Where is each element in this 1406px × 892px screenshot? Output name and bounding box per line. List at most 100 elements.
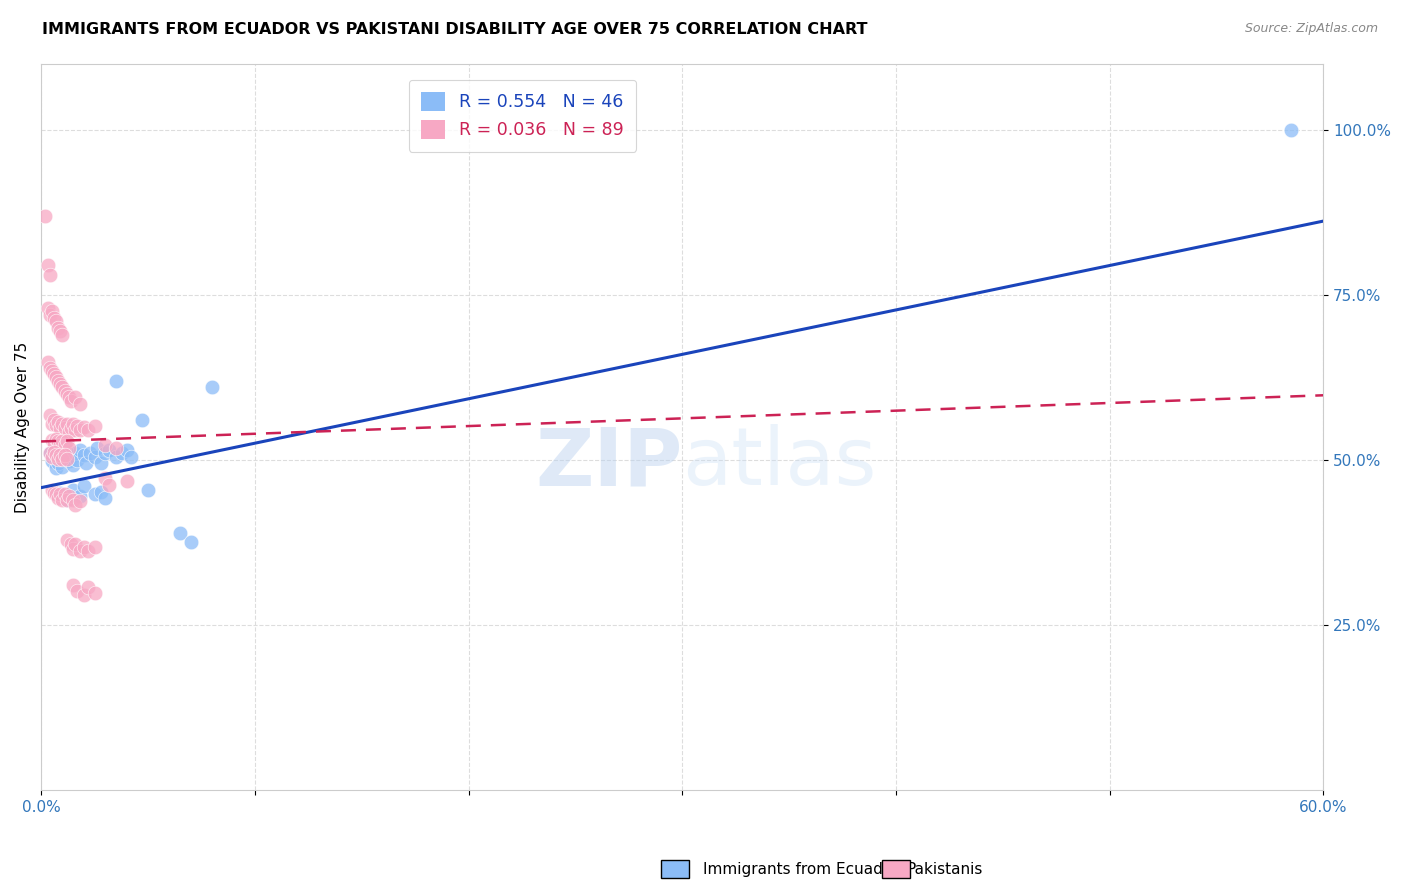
Point	[131, 413, 153, 427]
Point	[51, 459, 73, 474]
Point	[53, 421, 76, 435]
Point	[94, 491, 117, 506]
Point	[45, 461, 67, 475]
Point	[51, 417, 73, 431]
Point	[49, 421, 72, 435]
Point	[55, 417, 77, 431]
Point	[83, 586, 105, 600]
Point	[58, 425, 80, 440]
Point	[51, 453, 73, 467]
Point	[115, 443, 138, 458]
Point	[55, 533, 77, 548]
Point	[41, 417, 63, 431]
Point	[65, 498, 87, 512]
Point	[46, 451, 69, 466]
Point	[49, 324, 72, 338]
Point	[90, 484, 112, 499]
Point	[73, 448, 96, 462]
Point	[86, 441, 108, 455]
Point	[201, 380, 224, 394]
Point	[42, 311, 65, 326]
Point	[55, 443, 77, 458]
Point	[104, 441, 127, 455]
Point	[58, 441, 80, 455]
Point	[49, 448, 72, 462]
Point	[62, 578, 84, 592]
Point	[58, 489, 80, 503]
Point	[46, 374, 69, 388]
Point	[37, 258, 59, 272]
Point	[62, 483, 84, 497]
Text: Pakistanis: Pakistanis	[907, 863, 983, 877]
Point	[37, 301, 59, 315]
Point	[120, 450, 142, 464]
Point	[69, 544, 91, 558]
Point	[180, 535, 202, 549]
Point	[53, 438, 76, 452]
Point	[38, 408, 60, 422]
Point	[45, 487, 67, 501]
Point	[136, 483, 159, 497]
Point	[41, 304, 63, 318]
Text: Source: ZipAtlas.com: Source: ZipAtlas.com	[1244, 22, 1378, 36]
Point	[60, 450, 83, 464]
Point	[66, 453, 89, 467]
Point	[98, 443, 121, 458]
Point	[45, 451, 67, 466]
Point	[55, 451, 77, 466]
Y-axis label: Disability Age Over 75: Disability Age Over 75	[15, 342, 30, 513]
Point	[58, 454, 80, 468]
Point	[90, 456, 112, 470]
Text: ZIP: ZIP	[534, 425, 682, 502]
Point	[65, 423, 87, 437]
Point	[42, 443, 65, 458]
Point	[53, 487, 76, 501]
Point	[62, 492, 84, 507]
Point	[83, 418, 105, 433]
Point	[104, 374, 127, 388]
Point	[94, 471, 117, 485]
Point	[41, 450, 63, 464]
Point	[38, 446, 60, 460]
Point	[73, 479, 96, 493]
Point	[66, 418, 89, 433]
Point	[62, 417, 84, 431]
Point	[42, 445, 65, 459]
Point	[42, 367, 65, 381]
Point	[53, 384, 76, 398]
Point	[65, 390, 87, 404]
Point	[104, 450, 127, 464]
Point	[65, 446, 87, 460]
Point	[83, 540, 105, 554]
Point	[46, 434, 69, 449]
Point	[42, 413, 65, 427]
Point	[83, 450, 105, 464]
Point	[98, 478, 121, 492]
Point	[41, 454, 63, 468]
Point	[73, 420, 96, 434]
Point	[55, 492, 77, 507]
Point	[55, 434, 77, 449]
Point	[38, 268, 60, 283]
Point	[45, 370, 67, 384]
Point	[79, 446, 101, 460]
Point	[77, 423, 100, 437]
Point	[38, 446, 60, 460]
Point	[73, 588, 96, 602]
Point	[51, 434, 73, 449]
Point	[51, 380, 73, 394]
Point	[51, 451, 73, 466]
Point	[69, 493, 91, 508]
Text: IMMIGRANTS FROM ECUADOR VS PAKISTANI DISABILITY AGE OVER 75 CORRELATION CHART: IMMIGRANTS FROM ECUADOR VS PAKISTANI DIS…	[42, 22, 868, 37]
Text: Immigrants from Ecuador: Immigrants from Ecuador	[703, 863, 898, 877]
Point	[58, 390, 80, 404]
Point	[41, 433, 63, 447]
Point	[69, 443, 91, 458]
Point	[38, 360, 60, 375]
Point	[83, 487, 105, 501]
Point	[62, 458, 84, 473]
Point	[51, 327, 73, 342]
Point	[45, 432, 67, 446]
Point	[66, 583, 89, 598]
Point	[69, 397, 91, 411]
